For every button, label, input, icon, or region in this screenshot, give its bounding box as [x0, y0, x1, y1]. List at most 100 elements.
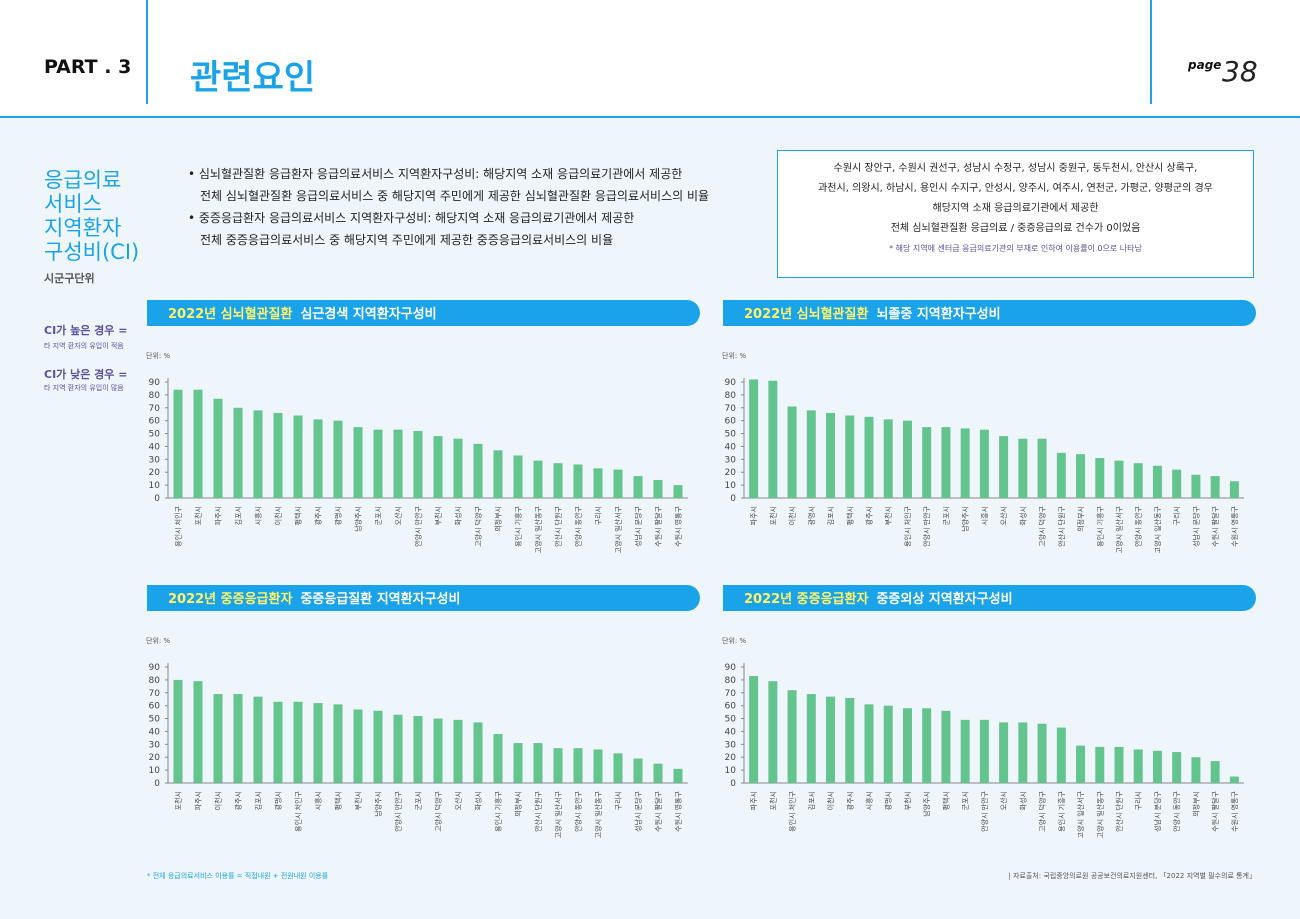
x-tick-label: 파주시 — [749, 791, 758, 810]
bar — [553, 748, 563, 783]
bar — [413, 715, 423, 783]
bar — [902, 420, 912, 498]
x-tick-label: 화성시 — [1018, 506, 1027, 525]
x-tick-label: 평택시 — [941, 791, 950, 810]
bar — [960, 428, 970, 498]
x-tick-label: 김포시 — [255, 791, 263, 810]
y-tick-label: 50 — [149, 715, 161, 725]
page-number: 38 — [1222, 55, 1258, 88]
bar — [613, 469, 623, 498]
bar — [633, 758, 643, 783]
bar — [1210, 476, 1220, 498]
bar — [653, 479, 663, 498]
bar — [864, 416, 874, 498]
x-tick-label: 포천시 — [768, 791, 777, 810]
title-band — [723, 585, 1256, 611]
bar — [533, 743, 543, 783]
footer-source: | 자료출처: 국립중앙의료원 공공보건의료지원센터, 「2022 지역별 필수… — [1008, 872, 1256, 880]
x-tick-label: 광명시 — [884, 791, 893, 810]
x-tick-label: 고양시 덕양구 — [1038, 505, 1047, 546]
y-tick-label: 50 — [725, 430, 737, 440]
bar — [787, 406, 797, 498]
x-tick-label: 안산시 단원구 — [1115, 790, 1124, 831]
x-tick-label: 오산시 — [394, 506, 403, 525]
unit-label: 단위: % — [146, 636, 170, 645]
x-tick-label: 성남시 분당구 — [634, 790, 643, 831]
y-tick-label: 10 — [149, 766, 161, 776]
x-tick-label: 안산시 단원구 — [1057, 505, 1066, 546]
x-tick-label: 고양시 일산서구 — [614, 505, 623, 553]
x-tick-label: 평택시 — [334, 791, 343, 810]
bar — [593, 468, 603, 498]
bar — [593, 749, 603, 783]
chart-title-highlight: 2022년 중증응급환자 — [168, 591, 292, 607]
x-tick-label: 이천시 — [826, 791, 835, 810]
bullet-line: 전체 심뇌혈관질환 응급의료서비스 중 해당지역 주민에게 제공한 심뇌혈관질환… — [200, 189, 710, 203]
x-tick-label: 고양시 일산서구 — [1076, 790, 1085, 838]
legend-head: CI가 낮은 경우 = — [44, 368, 128, 381]
bar — [393, 714, 403, 783]
y-tick-label: 40 — [725, 442, 737, 452]
bar — [1229, 481, 1239, 498]
bar — [922, 427, 932, 498]
notice-line: 전체 심뇌혈관질환 응급의료 / 중증응급의료 건수가 0이었음 — [890, 223, 1141, 234]
bar — [1056, 452, 1066, 498]
x-tick-label: 광명시 — [274, 791, 283, 810]
x-tick-label: 군포시 — [962, 791, 970, 810]
y-tick-label: 90 — [149, 378, 161, 388]
x-tick-label: 용인시 처인구 — [788, 790, 797, 831]
x-tick-label: 남양주시 — [922, 791, 931, 817]
bar — [673, 768, 683, 783]
bar — [313, 703, 323, 783]
x-tick-label: 김포시 — [827, 506, 835, 525]
x-tick-label: 파주시 — [214, 506, 223, 525]
x-tick-label: 용인시 처인구 — [174, 505, 183, 546]
unit-label: 단위: % — [722, 351, 746, 360]
x-tick-label: 김포시 — [808, 791, 816, 810]
y-tick-label: 40 — [149, 442, 161, 452]
y-tick-label: 10 — [149, 481, 161, 491]
bar — [1076, 745, 1086, 783]
bar — [1172, 752, 1182, 783]
y-tick-label: 80 — [725, 676, 737, 686]
notice-note: * 해당 지역에 센터급 응급의료기관의 부재로 인하여 이용률이 0으로 나타… — [889, 244, 1142, 253]
bar — [999, 722, 1009, 783]
y-tick-label: 90 — [725, 663, 737, 673]
page-label: page — [1188, 58, 1222, 72]
y-tick-label: 60 — [149, 702, 161, 712]
x-tick-label: 성남시 분당구 — [1153, 790, 1162, 831]
x-tick-label: 포천시 — [194, 506, 203, 525]
x-tick-label: 수원시 팔달구 — [654, 790, 663, 831]
x-tick-label: 성남시 분당구 — [634, 505, 643, 546]
bar — [373, 710, 383, 783]
y-tick-label: 30 — [725, 455, 737, 465]
bar — [393, 429, 403, 498]
title-line: 구성비(CI) — [44, 240, 140, 264]
bar — [1018, 722, 1028, 783]
x-tick-label: 구리시 — [1172, 506, 1181, 525]
x-tick-label: 성남시 분당구 — [1191, 505, 1200, 546]
bar — [193, 681, 203, 783]
bar — [1056, 727, 1066, 783]
bar — [1095, 746, 1105, 783]
bar — [513, 455, 523, 498]
x-tick-label: 고양시 일산동구 — [1095, 790, 1104, 838]
y-tick-label: 60 — [149, 417, 161, 427]
title-band — [723, 300, 1256, 326]
y-tick-label: 80 — [149, 391, 161, 401]
chart-title-highlight: 2022년 심뇌혈관질환 — [744, 306, 868, 322]
notice-line: 과천시, 의왕시, 하남시, 용인시 수지구, 안성시, 양주시, 여주시, 연… — [818, 183, 1213, 194]
bar — [1037, 438, 1047, 498]
x-tick-label: 수원시 영통구 — [674, 790, 683, 831]
y-tick-label: 0 — [154, 494, 160, 504]
bar — [1114, 746, 1124, 783]
bullets: • 심뇌혈관질환 응급환자 응급의료서비스 지역환자구성비: 해당지역 소재 응… — [188, 163, 709, 251]
notice-line: 해당지역 소재 응급의료기관에서 제공한 — [932, 203, 1099, 214]
x-tick-label: 평택시 — [845, 506, 854, 525]
part-label: PART . 3 — [44, 56, 132, 78]
x-tick-label: 용인시 처인구 — [903, 505, 912, 546]
x-tick-label: 화성시 — [1018, 791, 1027, 810]
bar — [613, 753, 623, 783]
bullet-line: • 중증응급환자 응급의료서비스 지역환자구성비: 해당지역 소재 응급의료기관… — [188, 211, 635, 225]
x-tick-label: 포천시 — [174, 791, 183, 810]
